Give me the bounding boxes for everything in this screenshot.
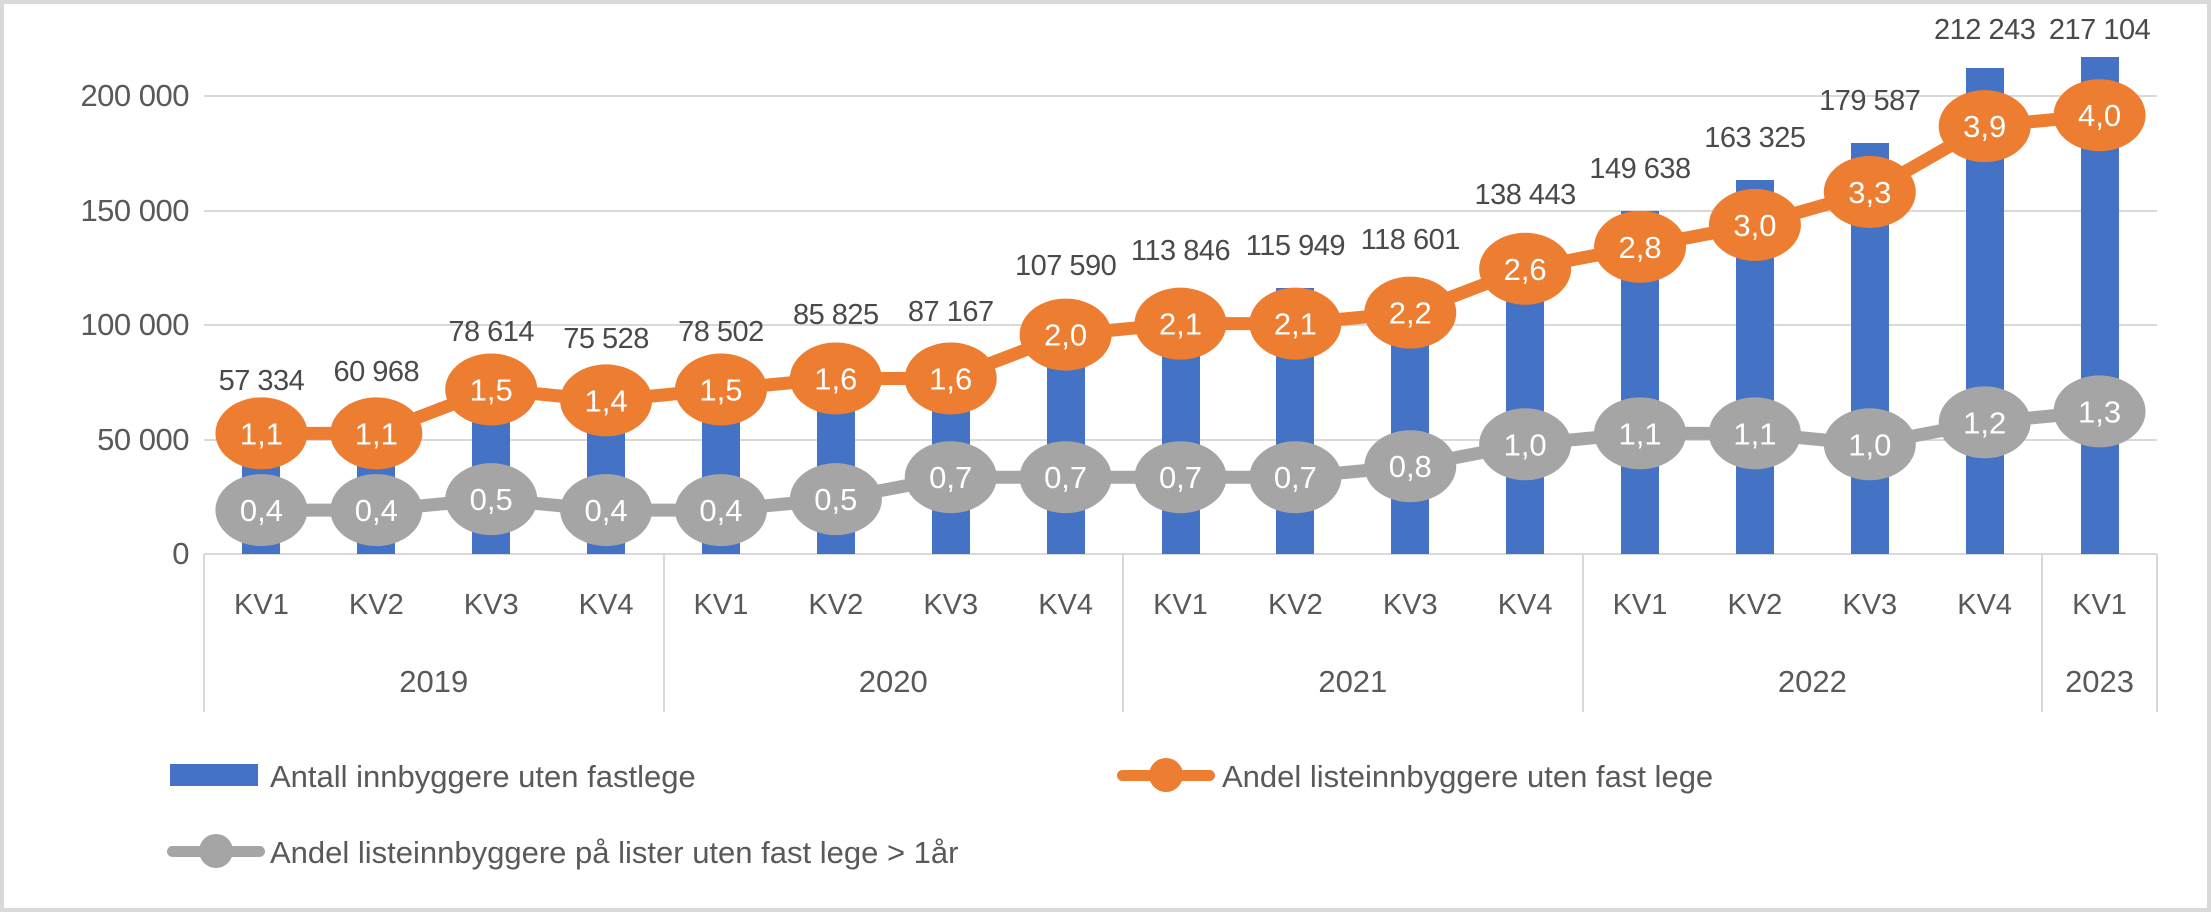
bar bbox=[1391, 282, 1430, 554]
y-axis-tick-label: 150 000 bbox=[80, 192, 189, 228]
legend-orange-dot bbox=[1149, 758, 1183, 792]
x-axis-quarter-label: KV3 bbox=[463, 589, 519, 621]
x-axis-quarter-label: KV4 bbox=[1497, 589, 1553, 621]
axis-separator bbox=[1581, 554, 1584, 712]
bar-value-label: 87 167 bbox=[907, 296, 994, 329]
bar-value-label: 212 243 bbox=[1934, 14, 2036, 46]
x-axis-quarter-label: KV3 bbox=[1382, 589, 1438, 621]
bar bbox=[701, 374, 740, 554]
legend-bar-swatch bbox=[170, 764, 258, 786]
x-axis-quarter-label: KV4 bbox=[1038, 589, 1094, 621]
x-axis-year-label: 2021 bbox=[1318, 664, 1388, 699]
bar bbox=[357, 414, 396, 554]
x-axis-quarter-label: KV1 bbox=[2072, 589, 2127, 621]
bar bbox=[1850, 142, 1889, 554]
x-axis-quarter-label: KV2 bbox=[348, 589, 404, 621]
legend-label-gray: Andel listeinnbyggere på lister uten fas… bbox=[270, 835, 959, 870]
bar-value-label: 60 968 bbox=[333, 356, 420, 389]
x-axis-quarter-label: KV2 bbox=[1267, 589, 1323, 621]
x-axis-quarter-label: KV1 bbox=[693, 589, 749, 621]
legend-gray-dot bbox=[199, 834, 233, 868]
legend-label-orange: Andel listeinnbyggere uten fast lege bbox=[1222, 759, 1714, 794]
bar bbox=[1735, 179, 1774, 554]
y-axis-tick-label: 0 bbox=[172, 536, 189, 571]
x-axis-quarter-label: KV3 bbox=[1842, 589, 1898, 621]
axis-separator bbox=[2041, 554, 2044, 712]
x-axis-quarter-label: KV3 bbox=[923, 589, 979, 621]
bar bbox=[1621, 211, 1660, 554]
axis-separator bbox=[2156, 554, 2158, 712]
x-axis-quarter-label: KV4 bbox=[1957, 589, 2013, 621]
axis-separator bbox=[203, 554, 205, 712]
legend-label-bars: Antall innbyggere uten fastlege bbox=[270, 759, 696, 794]
bar-value-label: 149 638 bbox=[1589, 153, 1691, 186]
gridline bbox=[204, 95, 2157, 97]
bar bbox=[242, 422, 281, 554]
x-axis-quarter-label: KV2 bbox=[808, 589, 864, 621]
bar bbox=[816, 357, 855, 554]
x-axis-quarter-label: KV1 bbox=[1612, 589, 1668, 621]
bar-value-label: 217 104 bbox=[2048, 14, 2151, 46]
y-axis-tick-label: 200 000 bbox=[80, 78, 189, 113]
bar bbox=[2080, 56, 2119, 554]
bar bbox=[1965, 67, 2004, 554]
bar bbox=[1046, 307, 1085, 554]
y-axis-tick-label: 50 000 bbox=[97, 421, 189, 457]
axis-separator bbox=[662, 554, 665, 712]
bar bbox=[931, 354, 970, 554]
bar bbox=[1506, 236, 1545, 554]
x-axis-year-label: 2022 bbox=[1777, 664, 1847, 699]
bar-value-label: 118 601 bbox=[1360, 224, 1461, 257]
x-axis-year-label: 2019 bbox=[399, 664, 469, 699]
bar-value-label: 179 587 bbox=[1819, 84, 1921, 117]
x-axis-year-label: 2020 bbox=[858, 664, 928, 699]
x-axis-year-label: 2023 bbox=[2065, 664, 2135, 699]
x-axis-line bbox=[204, 553, 2157, 555]
x-axis-quarter-label: KV1 bbox=[234, 589, 289, 621]
y-axis-tick-label: 100 000 bbox=[80, 307, 189, 342]
bar bbox=[587, 381, 626, 554]
x-axis-quarter-label: KV1 bbox=[1153, 589, 1208, 621]
bar-value-label: 163 325 bbox=[1704, 121, 1806, 154]
bar bbox=[472, 373, 511, 554]
bar bbox=[1276, 288, 1315, 554]
x-axis-quarter-label: KV4 bbox=[578, 589, 634, 621]
x-axis-quarter-label: KV2 bbox=[1727, 589, 1783, 621]
bar bbox=[1161, 293, 1200, 554]
axis-separator bbox=[1122, 554, 1125, 712]
